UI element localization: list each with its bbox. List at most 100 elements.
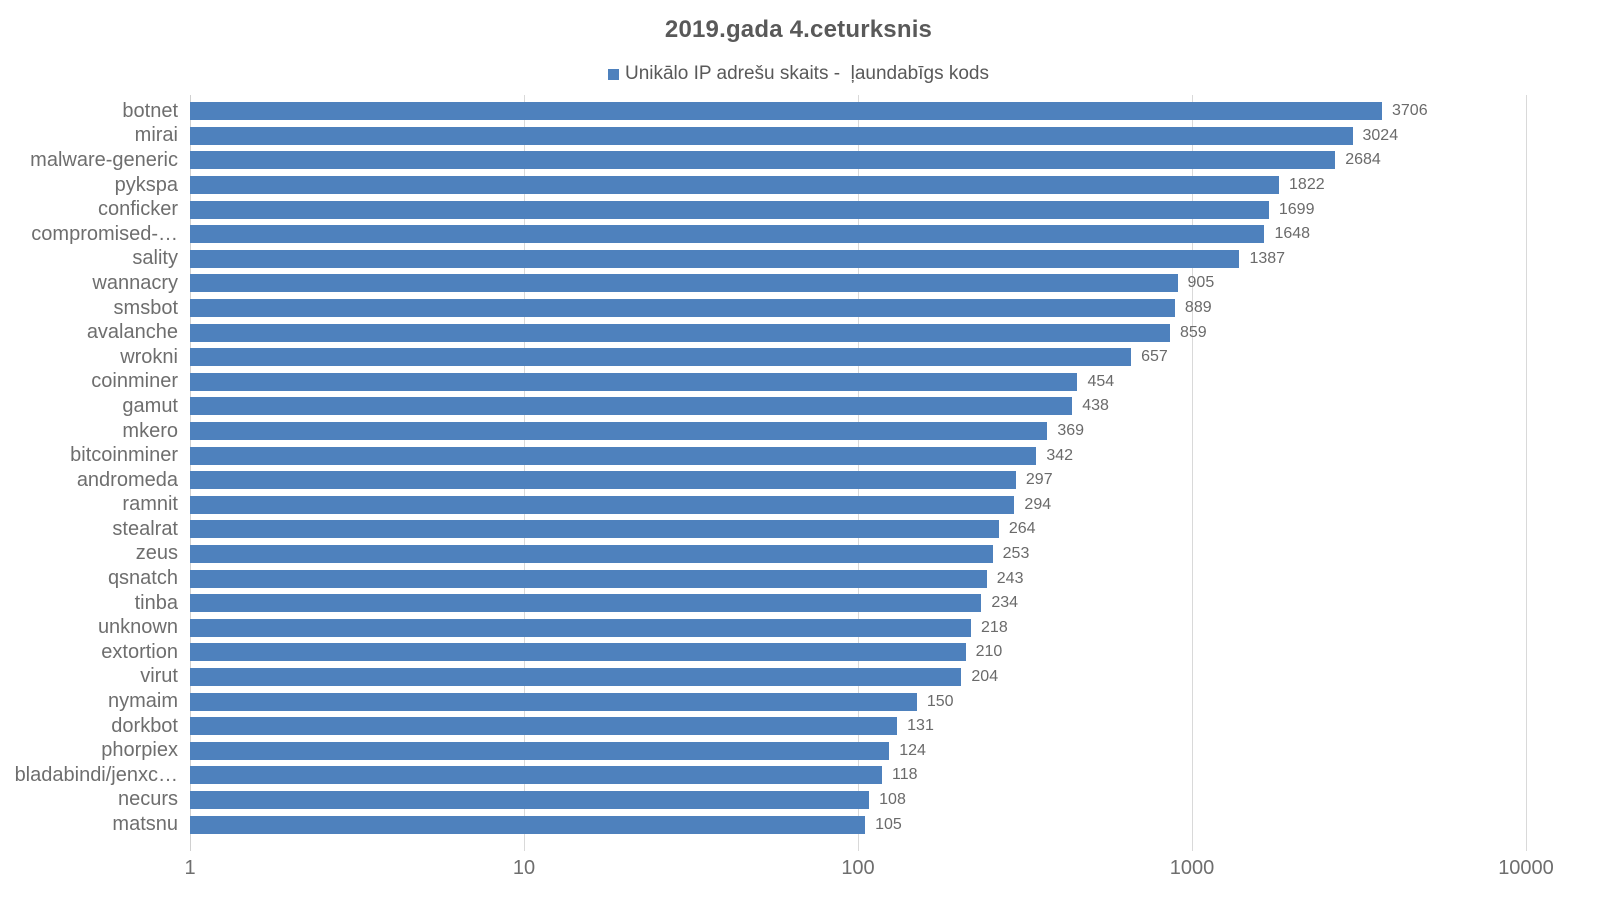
bar-value-label: 1387 bbox=[1249, 249, 1286, 267]
bar-mkero bbox=[190, 422, 1048, 441]
bar-value-label: 294 bbox=[1024, 495, 1052, 513]
bar-value-label: 1648 bbox=[1274, 225, 1311, 243]
category-label-mirai: mirai bbox=[134, 124, 178, 147]
bar-andromeda bbox=[190, 471, 1016, 490]
category-label-nymaim: nymaim bbox=[107, 690, 178, 713]
bar-row: 150 bbox=[190, 689, 1526, 714]
legend-marker-icon bbox=[607, 68, 619, 80]
bar-row: 454 bbox=[190, 370, 1526, 395]
bar-bitcoinminer bbox=[190, 446, 1037, 465]
bar-conficker bbox=[190, 200, 1269, 219]
bar-value-label: 859 bbox=[1179, 323, 1207, 341]
category-label-stealrat: stealrat bbox=[112, 517, 178, 540]
category-label-bladabindi-jenxc-: bladabindi/jenxc… bbox=[14, 763, 178, 786]
bar-value-label: 118 bbox=[892, 766, 918, 784]
x-axis-tick-label: 10000 bbox=[1498, 857, 1554, 879]
bar-value-label: 438 bbox=[1082, 397, 1109, 415]
bar-row: 124 bbox=[190, 738, 1526, 763]
bar-matsnu bbox=[190, 815, 866, 834]
bar-row: 108 bbox=[190, 788, 1526, 813]
category-label-conficker: conficker bbox=[97, 198, 178, 221]
bar-row: 118 bbox=[190, 763, 1526, 788]
bar-value-label: 657 bbox=[1141, 348, 1168, 366]
bar-stealrat bbox=[190, 520, 999, 539]
bar-row: 234 bbox=[190, 591, 1526, 616]
category-label-botnet: botnet bbox=[122, 99, 178, 122]
category-label-andromeda: andromeda bbox=[76, 468, 178, 491]
bar-row: 3706 bbox=[190, 99, 1526, 124]
category-label-extortion: extortion bbox=[101, 640, 178, 663]
bar-row: 253 bbox=[190, 542, 1526, 567]
category-label-bitcoinminer: bitcoinminer bbox=[70, 444, 178, 467]
bar-value-label: 264 bbox=[1008, 520, 1036, 538]
bar-value-label: 369 bbox=[1057, 422, 1085, 440]
bar-row: 3024 bbox=[190, 124, 1526, 149]
bar-value-label: 210 bbox=[975, 643, 1003, 661]
bar-smsbot bbox=[190, 299, 1175, 318]
bar-malware-generic bbox=[190, 151, 1336, 170]
bar-rows: 3706 3024 2684 1822 1699 1648 1387 905 889 859 657… bbox=[190, 99, 1526, 837]
bar-value-label: 905 bbox=[1187, 274, 1215, 292]
bar-extortion bbox=[190, 643, 966, 662]
category-label-tinba: tinba bbox=[134, 591, 178, 614]
category-label-compromised-: compromised-… bbox=[31, 222, 178, 245]
bar-nymaim bbox=[190, 692, 917, 711]
bar-row: 218 bbox=[190, 615, 1526, 640]
bar-value-label: 150 bbox=[926, 692, 954, 710]
bar-row: 889 bbox=[190, 296, 1526, 321]
bar-row: 294 bbox=[190, 493, 1526, 518]
gridline-1000 bbox=[1192, 95, 1193, 851]
bar-zeus bbox=[190, 544, 993, 563]
legend: Unikālo IP adrešu skaits - ļaundabīgs ko… bbox=[0, 63, 1597, 85]
bar-value-label: 253 bbox=[1002, 544, 1030, 562]
bar-value-label: 1822 bbox=[1289, 176, 1325, 194]
bar-value-label: 1699 bbox=[1278, 200, 1315, 218]
bar-row: 905 bbox=[190, 271, 1526, 296]
gridline-10000 bbox=[1526, 95, 1527, 851]
bar-row: 438 bbox=[190, 394, 1526, 419]
bar-value-label: 204 bbox=[971, 667, 999, 685]
category-label-virut: virut bbox=[140, 665, 178, 688]
category-label-sality: sality bbox=[132, 247, 178, 270]
bar-botnet bbox=[190, 102, 1382, 121]
bar-virut bbox=[190, 667, 962, 686]
bar-pykspa bbox=[190, 176, 1280, 195]
category-label-smsbot: smsbot bbox=[113, 296, 178, 319]
bar-coinminer bbox=[190, 372, 1078, 391]
bar-row: 105 bbox=[190, 812, 1526, 837]
bar-row: 131 bbox=[190, 714, 1526, 739]
bar-row: 210 bbox=[190, 640, 1526, 665]
chart-title: 2019.gada 4.ceturksnis bbox=[664, 16, 933, 43]
bar-row: 1822 bbox=[190, 173, 1526, 198]
bar-row: 204 bbox=[190, 665, 1526, 690]
bar-wannacry bbox=[190, 274, 1178, 293]
bar-row: 2684 bbox=[190, 148, 1526, 173]
bar-necurs bbox=[190, 790, 870, 809]
bar-sality bbox=[190, 249, 1240, 268]
bar-bladabindi-jenxc- bbox=[190, 766, 882, 785]
bar-value-label: 889 bbox=[1184, 299, 1212, 317]
legend-label: Unikālo IP adrešu skaits - ļaundabīgs ko… bbox=[624, 63, 989, 84]
bar-row: 264 bbox=[190, 517, 1526, 542]
category-label-phorpiex: phorpiex bbox=[101, 739, 178, 762]
category-label-dorkbot: dorkbot bbox=[111, 714, 178, 737]
category-label-matsnu: matsnu bbox=[112, 813, 178, 836]
x-axis: 1 10 100 1000 10000 bbox=[184, 857, 1553, 883]
category-label-ramnit: ramnit bbox=[122, 493, 178, 516]
category-label-zeus: zeus bbox=[135, 542, 178, 565]
bar-row: 297 bbox=[190, 468, 1526, 493]
bar-value-label: 243 bbox=[996, 569, 1024, 587]
bar-wrokni bbox=[190, 348, 1132, 367]
bar-gamut bbox=[190, 397, 1073, 416]
bar-row: 1387 bbox=[190, 247, 1526, 272]
bar-qsnatch bbox=[190, 569, 987, 588]
bar-avalanche bbox=[190, 323, 1170, 342]
category-label-necurs: necurs bbox=[117, 788, 178, 811]
bar-value-label: 2684 bbox=[1345, 151, 1381, 169]
bar-value-label: 234 bbox=[991, 594, 1019, 612]
bar-value-label: 297 bbox=[1025, 471, 1053, 489]
category-label-coinminer: coinminer bbox=[91, 370, 178, 393]
bar-value-label: 454 bbox=[1087, 372, 1115, 390]
x-axis-tick-label: 1000 bbox=[1169, 857, 1215, 879]
